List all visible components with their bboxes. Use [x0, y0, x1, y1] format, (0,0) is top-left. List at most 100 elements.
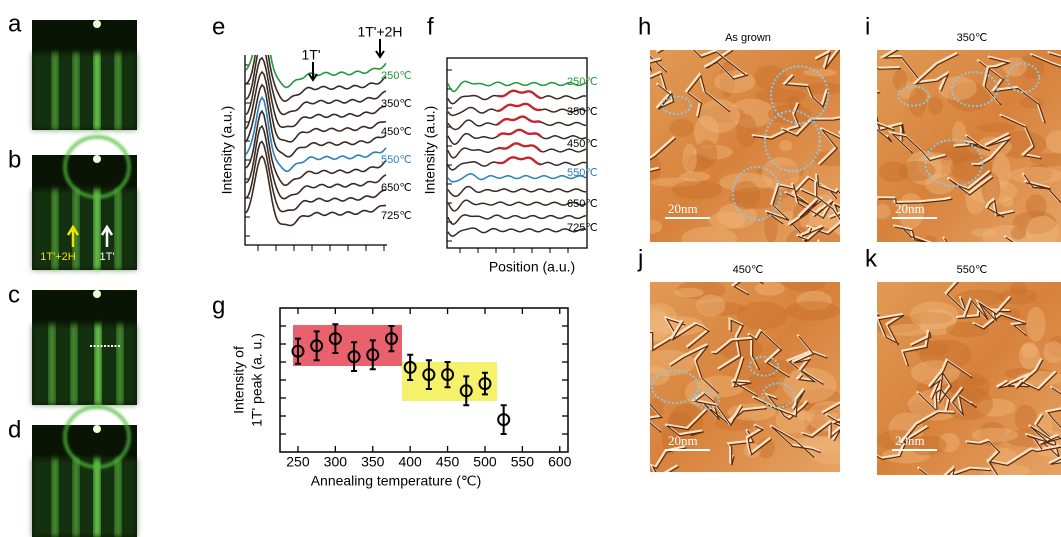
step-shadow [657, 84, 675, 110]
terrace [708, 211, 746, 230]
panel-label: h [638, 13, 651, 40]
terrace [694, 115, 720, 150]
terrace [947, 82, 991, 112]
marker [441, 368, 455, 382]
marker [403, 360, 417, 374]
step-edge [711, 336, 760, 369]
terrace [982, 224, 1032, 242]
terrace [991, 154, 1011, 189]
arrow-label: 1T' [100, 251, 115, 263]
x-tick-label: 550 [511, 454, 535, 470]
step-shadow [984, 57, 1012, 106]
curve-label: 725℃ [567, 222, 598, 234]
domain-outline [693, 391, 720, 410]
step-edge [800, 419, 840, 440]
streak [117, 324, 123, 405]
step-shadow [650, 403, 664, 433]
step-shadow [973, 134, 1012, 167]
overlay: e Intensity (a.u.) 1T' 1T'+2H 250℃ 350℃ 450℃ 55… [212, 13, 598, 488]
step-shadow [1023, 174, 1061, 203]
y-axis-label: Intensity (a.u.) [422, 106, 438, 195]
terrace [785, 301, 840, 321]
domain-outline [897, 85, 930, 107]
terrace [736, 114, 757, 148]
profile [447, 199, 587, 212]
spot [93, 20, 101, 28]
terrace [695, 294, 726, 317]
curves [447, 80, 587, 237]
step-shadow [771, 426, 822, 458]
terrace [1001, 196, 1014, 208]
terrace [938, 150, 980, 162]
spectrum [245, 55, 387, 102]
terrace [693, 144, 733, 160]
marker [366, 348, 380, 362]
curve-label: 650℃ [381, 182, 412, 194]
stm-image: 20nm [650, 50, 840, 242]
curve-label: 550℃ [381, 154, 412, 166]
step-shadow [650, 317, 686, 352]
terrace [910, 360, 960, 386]
domain-outline [950, 71, 999, 108]
step-shadow [732, 357, 758, 397]
curves [245, 55, 387, 227]
x-tick-label: 500 [473, 454, 497, 470]
terrace [1008, 167, 1061, 184]
step-shadow [877, 92, 881, 94]
arrow [100, 224, 114, 247]
domain-outline [651, 369, 700, 404]
error-bar [444, 361, 451, 389]
terrace [677, 282, 726, 300]
spot [93, 425, 101, 433]
spectrum [245, 95, 387, 172]
terrace [1012, 210, 1057, 235]
marker [328, 332, 342, 346]
terrace [736, 301, 788, 330]
step-edge [703, 50, 747, 79]
curve-label: 725℃ [381, 210, 412, 222]
step-shadow [948, 171, 994, 196]
error-bar [332, 323, 339, 354]
terrace [877, 204, 891, 219]
terrace [746, 371, 780, 396]
terrace [757, 437, 775, 459]
terrace [781, 282, 826, 292]
terrace [1010, 282, 1027, 296]
streak [73, 458, 79, 537]
terrace [777, 170, 792, 198]
domain-outline [770, 65, 830, 125]
error-bar [407, 353, 414, 381]
streak [95, 324, 101, 405]
step-shadow [1040, 435, 1061, 465]
terrace [804, 82, 840, 95]
x-tick-label: 450 [436, 454, 460, 470]
terrace [909, 301, 959, 330]
terrace [681, 226, 738, 242]
terrace [650, 397, 665, 419]
terrace [925, 173, 956, 195]
panel-label: b [8, 146, 21, 173]
step-shadow [914, 53, 959, 92]
streak [94, 458, 100, 537]
scale-label: 20nm [668, 433, 698, 448]
x-tick-label: 300 [324, 454, 348, 470]
terrace [803, 68, 837, 77]
rheed-panels: a b c d 1T'+2H 1T' [8, 10, 137, 537]
dot [114, 345, 117, 347]
error-bar [294, 337, 301, 365]
step-shadow [973, 314, 1027, 337]
error-bar [388, 325, 395, 353]
terrace [669, 118, 694, 137]
terrace [927, 96, 944, 115]
streak [52, 53, 58, 130]
terrace [1021, 343, 1038, 358]
terrace [1004, 367, 1054, 380]
terrace [971, 228, 997, 237]
error-bar [463, 375, 470, 407]
panel-label: f [427, 13, 434, 40]
peak-arrow [375, 39, 385, 59]
terrace [1026, 215, 1059, 242]
glow [32, 53, 137, 130]
terrace [961, 377, 986, 387]
step-shadow [882, 50, 924, 84]
